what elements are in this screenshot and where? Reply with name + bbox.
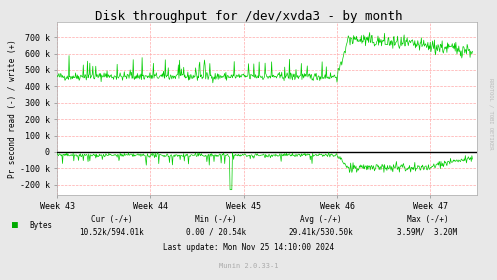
- Text: 10.52k/594.01k: 10.52k/594.01k: [80, 228, 144, 237]
- Text: Munin 2.0.33-1: Munin 2.0.33-1: [219, 263, 278, 269]
- Text: Last update: Mon Nov 25 14:10:00 2024: Last update: Mon Nov 25 14:10:00 2024: [163, 243, 334, 252]
- Text: RRDTOOL / TOBI OETIKER: RRDTOOL / TOBI OETIKER: [489, 78, 494, 150]
- Text: Disk throughput for /dev/xvda3 - by month: Disk throughput for /dev/xvda3 - by mont…: [95, 10, 402, 23]
- Text: Min (-/+): Min (-/+): [195, 215, 237, 224]
- Text: 0.00 / 20.54k: 0.00 / 20.54k: [186, 228, 246, 237]
- Text: 29.41k/530.50k: 29.41k/530.50k: [288, 228, 353, 237]
- Y-axis label: Pr second read (-) / write (+): Pr second read (-) / write (+): [8, 39, 17, 178]
- Text: ■: ■: [12, 220, 18, 230]
- Text: Avg (-/+): Avg (-/+): [300, 215, 341, 224]
- Text: Cur (-/+): Cur (-/+): [91, 215, 133, 224]
- Text: 3.59M/  3.20M: 3.59M/ 3.20M: [398, 228, 457, 237]
- Text: Max (-/+): Max (-/+): [407, 215, 448, 224]
- Text: Bytes: Bytes: [30, 221, 53, 230]
